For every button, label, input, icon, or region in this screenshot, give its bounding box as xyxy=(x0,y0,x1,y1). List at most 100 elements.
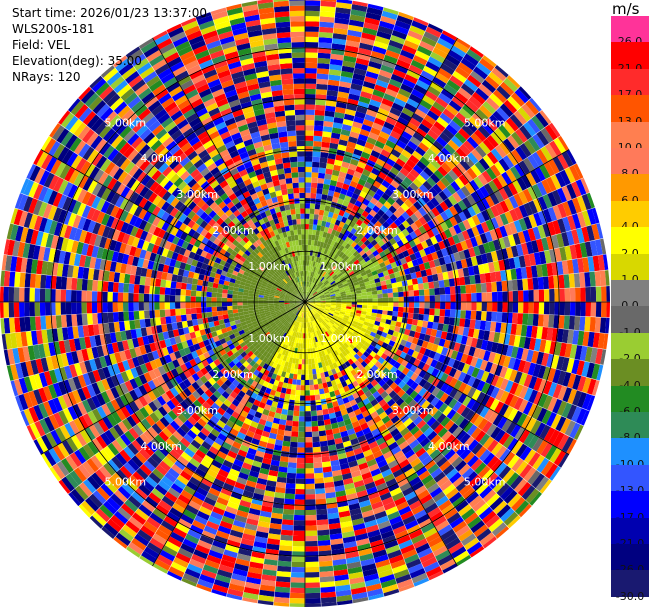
velocity-gate xyxy=(305,405,311,412)
velocity-gate xyxy=(434,233,443,243)
velocity-gate xyxy=(329,290,335,294)
velocity-gate xyxy=(311,289,315,294)
velocity-gate xyxy=(440,248,449,257)
velocity-gate xyxy=(412,178,423,188)
velocity-gate xyxy=(475,108,489,122)
velocity-gate xyxy=(305,343,308,349)
velocity-gate xyxy=(528,290,534,302)
velocity-gate xyxy=(558,315,565,329)
velocity-gate xyxy=(517,231,526,244)
velocity-gate xyxy=(496,107,510,121)
velocity-gate xyxy=(530,169,542,184)
velocity-gate xyxy=(351,265,358,271)
velocity-gate xyxy=(324,281,330,286)
velocity-gate xyxy=(403,126,416,137)
velocity-gate xyxy=(308,234,312,240)
velocity-gate xyxy=(316,288,322,293)
velocity-gate xyxy=(508,334,516,346)
velocity-gate xyxy=(376,313,382,319)
velocity-gate xyxy=(305,73,317,79)
velocity-gate xyxy=(359,190,368,199)
velocity-gate xyxy=(385,116,397,126)
velocity-gate xyxy=(305,57,318,64)
velocity-gate xyxy=(468,95,483,109)
velocity-gate xyxy=(440,147,452,159)
velocity-gate xyxy=(401,130,413,141)
velocity-gate xyxy=(523,140,536,155)
velocity-gate xyxy=(546,327,554,341)
velocity-gate xyxy=(442,128,455,140)
velocity-gate xyxy=(316,514,328,521)
velocity-gate xyxy=(363,277,370,283)
velocity-gate xyxy=(319,157,328,164)
velocity-gate xyxy=(335,154,344,162)
velocity-gate xyxy=(319,295,326,298)
velocity-gate xyxy=(438,280,445,288)
velocity-gate xyxy=(323,248,329,255)
velocity-gate xyxy=(557,153,569,170)
velocity-gate xyxy=(341,124,352,132)
velocity-gate xyxy=(305,36,319,43)
velocity-gate xyxy=(330,53,344,61)
velocity-gate xyxy=(377,272,385,278)
velocity-gate xyxy=(329,206,336,213)
velocity-gate xyxy=(314,203,321,210)
velocity-gate xyxy=(307,255,310,261)
velocity-gate xyxy=(315,303,321,306)
velocity-gate xyxy=(479,320,486,331)
velocity-gate xyxy=(372,45,387,55)
velocity-gate xyxy=(334,230,341,238)
velocity-gate xyxy=(327,269,333,275)
velocity-gate xyxy=(435,204,445,214)
velocity-gate xyxy=(366,291,373,296)
velocity-gate xyxy=(464,276,471,285)
velocity-gate xyxy=(336,249,342,256)
velocity-gate xyxy=(431,251,439,260)
velocity-gate xyxy=(491,291,498,302)
velocity-gate xyxy=(377,297,383,302)
velocity-gate xyxy=(393,188,403,198)
velocity-gate xyxy=(310,300,316,302)
velocity-gate xyxy=(330,304,336,307)
velocity-gate xyxy=(494,65,509,78)
velocity-gate xyxy=(361,305,368,309)
velocity-gate xyxy=(372,294,378,299)
velocity-gate xyxy=(332,122,343,129)
velocity-gate xyxy=(449,216,458,227)
velocity-gate xyxy=(311,426,319,432)
velocity-gate xyxy=(381,314,388,320)
velocity-gate xyxy=(460,240,469,251)
velocity-gate xyxy=(364,232,372,240)
velocity-gate xyxy=(368,132,379,141)
velocity-gate xyxy=(394,271,401,278)
velocity-gate xyxy=(333,208,341,215)
velocity-gate xyxy=(310,299,316,301)
velocity-gate xyxy=(335,101,347,109)
velocity-gate xyxy=(492,302,498,312)
velocity-gate xyxy=(548,275,555,289)
velocity-gate xyxy=(475,188,485,201)
velocity-gate xyxy=(327,190,335,197)
velocity-gate xyxy=(430,173,441,184)
velocity-gate xyxy=(586,225,595,241)
velocity-gate xyxy=(318,246,323,253)
velocity-gate xyxy=(363,246,370,253)
velocity-gate xyxy=(440,264,448,273)
velocity-gate xyxy=(313,240,318,246)
velocity-gate xyxy=(437,166,448,177)
velocity-gate xyxy=(284,425,292,432)
velocity-gate xyxy=(280,456,289,463)
velocity-gate xyxy=(370,256,377,263)
velocity-gate xyxy=(357,256,364,263)
velocity-gate xyxy=(500,248,509,260)
velocity-gate xyxy=(317,57,331,65)
velocity-gate xyxy=(505,117,519,132)
velocity-gate xyxy=(416,79,430,91)
velocity-gate xyxy=(333,191,341,199)
velocity-gate xyxy=(476,200,486,212)
velocity-gate xyxy=(465,99,479,113)
velocity-gate xyxy=(548,314,555,328)
velocity-gate xyxy=(318,292,324,296)
velocity-gate xyxy=(322,278,327,284)
velocity-gate xyxy=(356,293,362,297)
